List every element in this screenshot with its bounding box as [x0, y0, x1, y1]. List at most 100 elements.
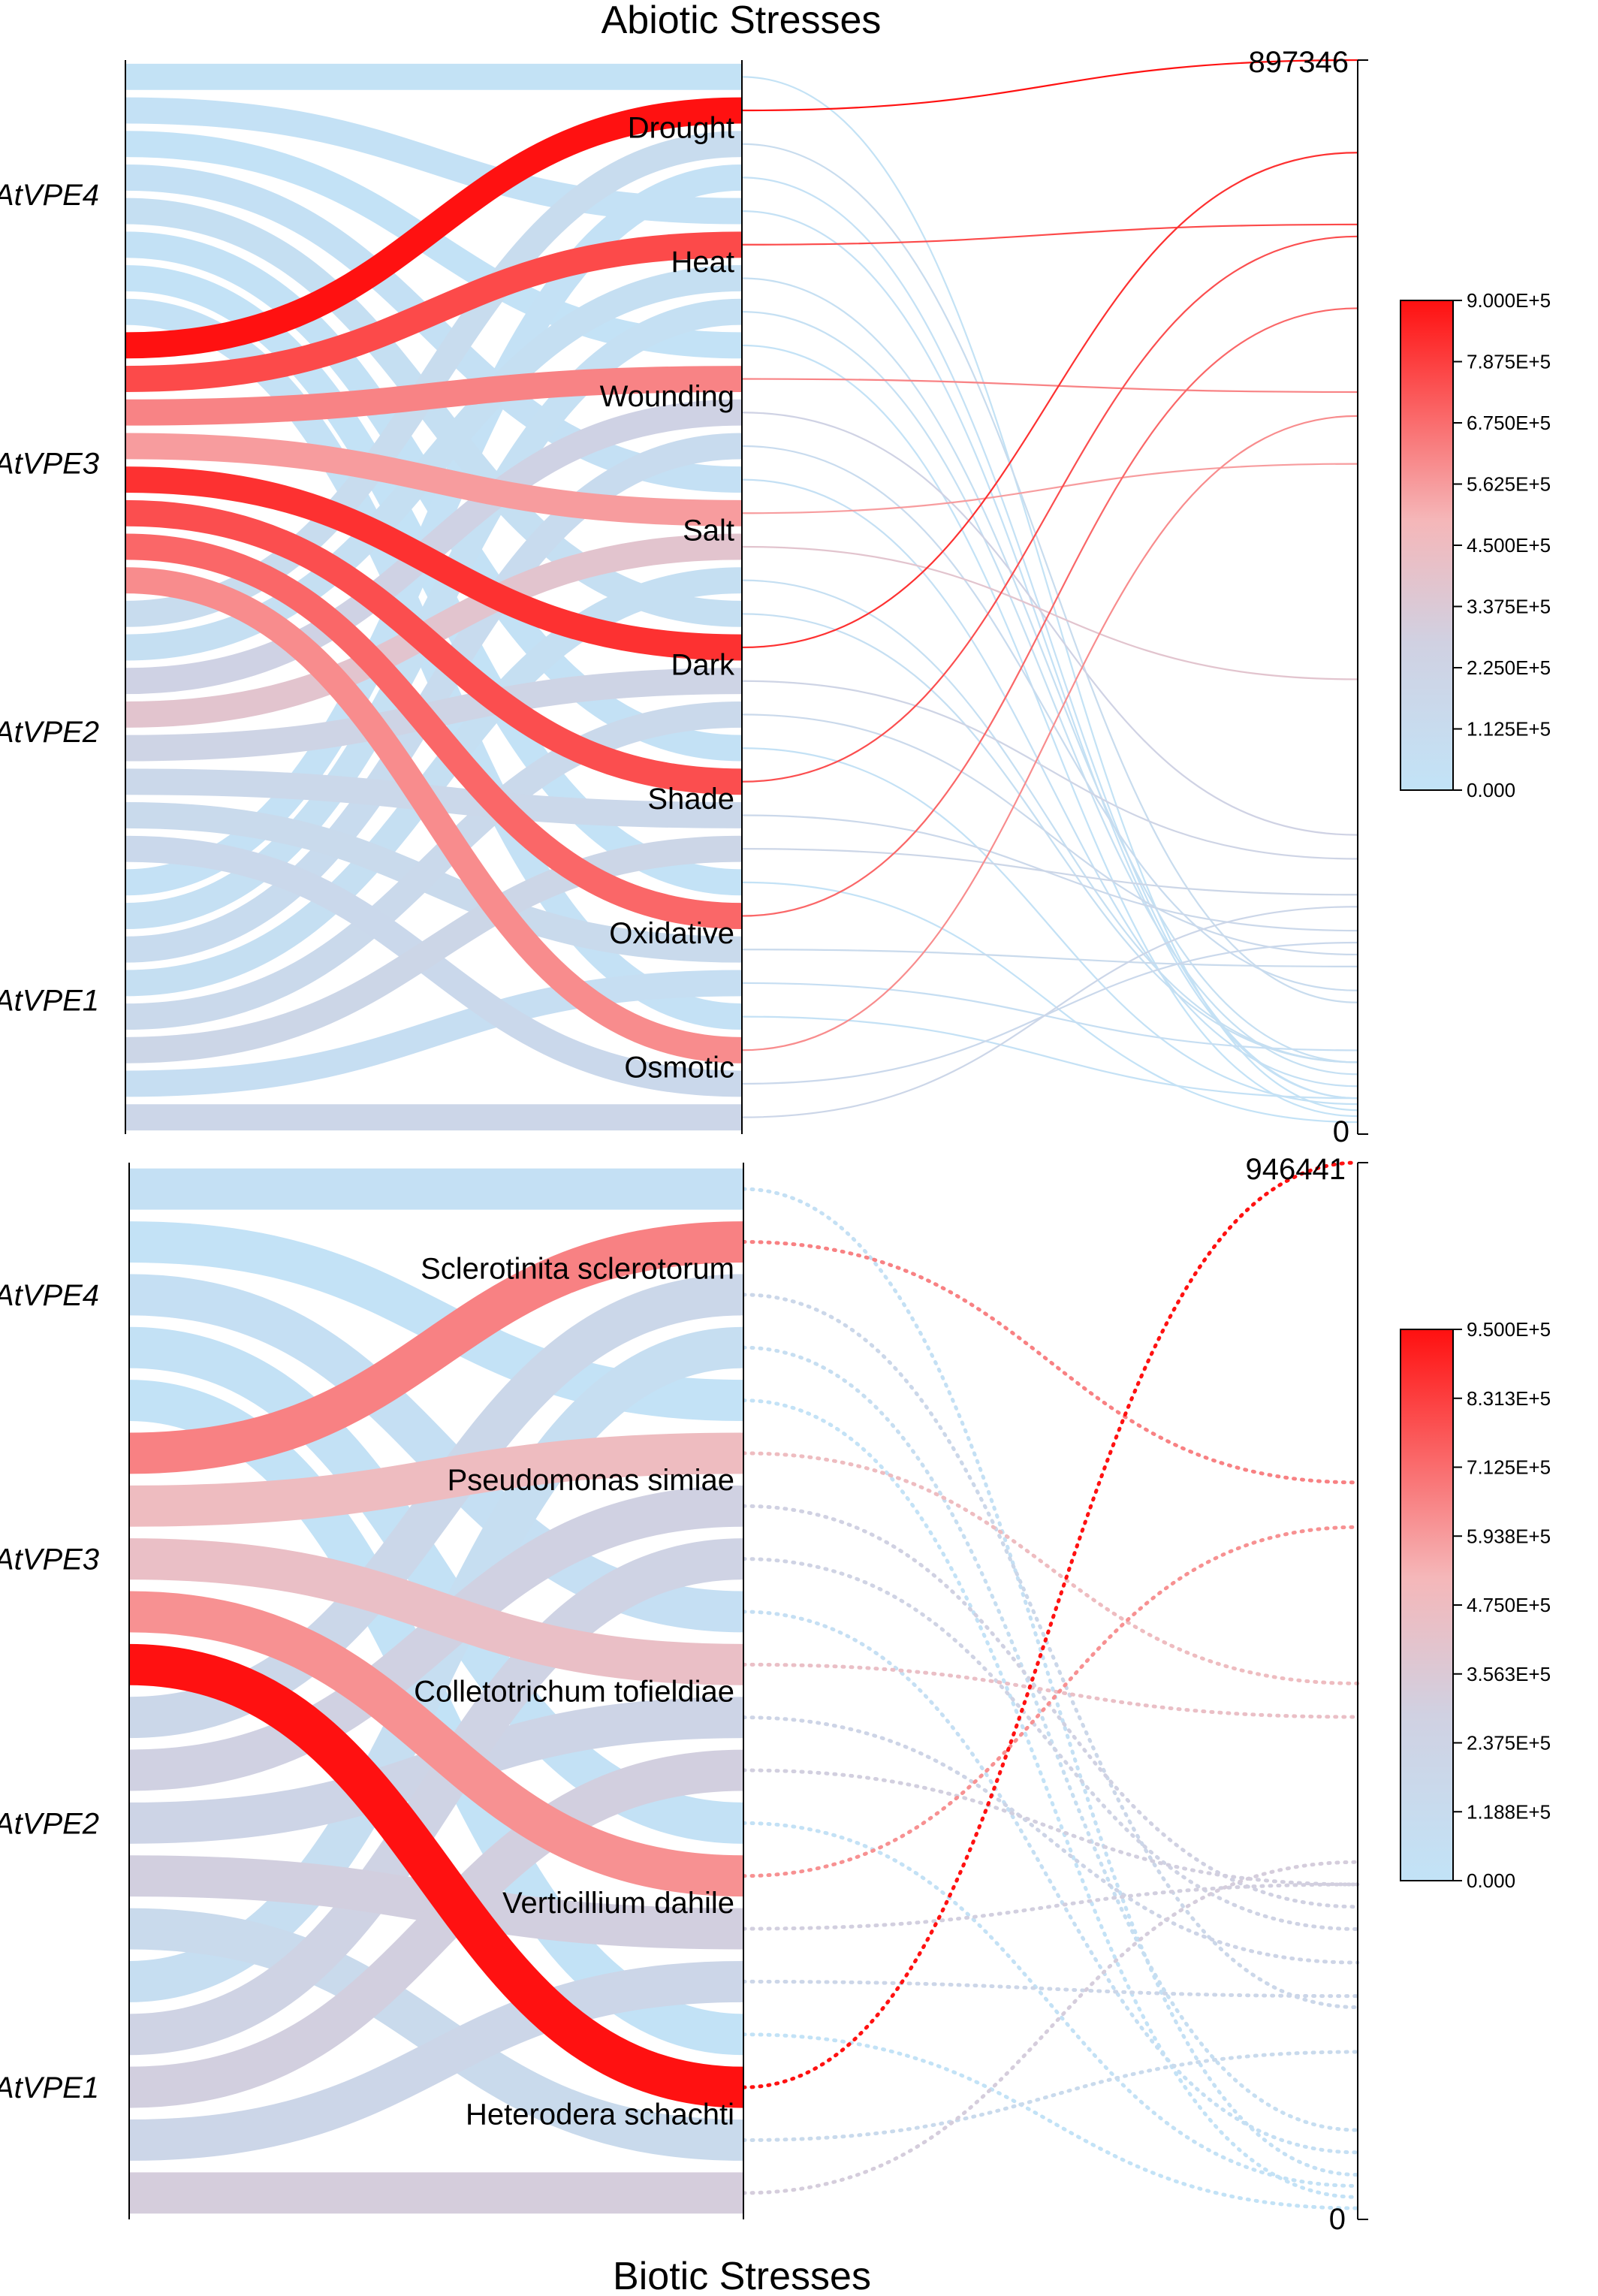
biotic-curve-atvpe4-heterodera-schachti — [741, 2032, 1360, 2210]
abiotic-curve-atvpe3-drought — [741, 59, 1358, 112]
abiotic-curve-atvpe3-shade — [741, 235, 1358, 783]
biotic-colorbar-tick-label: 1.188E+5 — [1467, 1800, 1551, 1823]
abiotic-category-label-oxidative: Oxidative — [609, 917, 734, 950]
biotic-category-label-colletotrichum-tofieldiae: Colletotrichum tofieldiae — [414, 1676, 734, 1709]
biotic-category-labels: Sclerotinita sclerotorum Pseudomonas simi… — [414, 1253, 734, 2132]
biotic-curve-atvpe4-verticillium-dahile — [741, 1821, 1360, 2188]
abiotic-ribbon-atvpe2-drought — [125, 131, 743, 627]
abiotic-gene-label-atvpe3: AtVPE3 — [0, 447, 99, 480]
abiotic-curve-atvpe1-dark — [741, 714, 1358, 956]
abiotic-colorbar-tick-label: 4.500E+5 — [1467, 534, 1551, 557]
biotic-category-label-heterodera-schachti: Heterodera schachti — [466, 2098, 734, 2131]
biotic-panel: 946441 0 AtVPE4 AtVPE3 AtVPE2 AtVPE1 Sclero… — [0, 1153, 1551, 2296]
biotic-axis-min-label: 0 — [1329, 2203, 1346, 2236]
abiotic-curve-atvpe2-heat — [741, 277, 1358, 1064]
biotic-ribbon-atvpe3-pseudomonas-simiae — [128, 1432, 744, 1527]
biotic-category-label-verticillium-dahile: Verticillium dahile — [502, 1887, 734, 1920]
abiotic-category-labels: Drought Heat Wounding Salt Dark Shade Oxidativ… — [600, 111, 735, 1084]
abiotic-curve-atvpe2-dark — [741, 680, 1358, 860]
abiotic-curve-atvpe3-salt — [741, 463, 1358, 514]
abiotic-curve-atvpe1-drought — [741, 176, 1358, 1100]
abiotic-curve-atvpe4-shade — [741, 747, 1358, 1106]
abiotic-curve-atvpe2-shade — [741, 814, 1358, 932]
abiotic-ribbon-atvpe3-salt — [125, 433, 743, 526]
abiotic-curve-atvpe2-osmotic — [741, 941, 1358, 1085]
biotic-gene-label-atvpe3: AtVPE3 — [0, 1543, 99, 1576]
abiotic-ribbon-atvpe1-dark — [125, 701, 743, 1030]
abiotic-curve-atvpe1-salt — [741, 579, 1358, 1064]
biotic-ribbon-atvpe3-sclerotinita-sclerotorum — [128, 1221, 744, 1474]
abiotic-curve-atvpe2-wounding — [741, 412, 1358, 836]
abiotic-panel: Abiotic Stresses 897346 0 AtVPE4AtVPE3At… — [0, 0, 1551, 1148]
abiotic-colorbar: 9.000E+5 7.875E+5 6.750E+5 5.625E+5 4.500E+5… — [1400, 289, 1551, 801]
biotic-gene-label-atvpe4: AtVPE4 — [0, 1279, 99, 1312]
abiotic-gene-label-atvpe2: AtVPE2 — [0, 716, 99, 749]
abiotic-colorbar-tick-label: 7.875E+5 — [1467, 351, 1551, 373]
abiotic-category-label-salt: Salt — [683, 514, 734, 548]
biotic-curve-atvpe1-pseudomonas-simiae — [741, 1557, 1360, 1931]
abiotic-curve-atvpe4-salt — [741, 478, 1358, 1088]
biotic-gene-labels: AtVPE4 AtVPE3 AtVPE2 AtVPE1 — [0, 1279, 99, 2104]
biotic-title: Biotic Stresses — [613, 2255, 871, 2296]
abiotic-category-label-heat: Heat — [671, 246, 735, 279]
biotic-colorbar-tick-label: 9.500E+5 — [1467, 1318, 1551, 1341]
biotic-colorbar-tick-label: 2.375E+5 — [1467, 1732, 1551, 1754]
biotic-curve-atvpe2-sclerotinita-sclerotorum — [741, 1293, 1360, 2010]
abiotic-colorbar-tick-label: 5.625E+5 — [1467, 473, 1551, 496]
biotic-ribbon-atvpe3-heterodera-schachti — [128, 1643, 744, 2108]
abiotic-colorbar-tick-label: 9.000E+5 — [1467, 289, 1551, 312]
biotic-ribbon-atvpe3-verticillium-dahile — [128, 1591, 744, 1897]
biotic-curve-atvpe1-sclerotinita-sclerotorum — [741, 1345, 1360, 2132]
abiotic-colorbar-tick-label: 0.000 — [1467, 779, 1515, 801]
biotic-colorbar: 9.500E+5 8.313E+5 7.125E+5 5.938E+5 4.750E+5… — [1400, 1318, 1551, 1892]
abiotic-axis-max-label: 897346 — [1249, 46, 1349, 79]
biotic-curve-atvpe3-colletotrichum-tofieldiae — [741, 1662, 1360, 1719]
biotic-colorbar-tick-label: 0.000 — [1467, 1869, 1515, 1892]
abiotic-ribbon-atvpe3-wounding — [125, 366, 743, 426]
abiotic-curve-atvpe3-dark — [741, 152, 1358, 649]
biotic-curve-atvpe3-verticillium-dahile — [741, 1525, 1360, 1878]
biotic-curve-atvpe2-heterodera-schachti — [741, 2050, 1360, 2142]
abiotic-curve-atvpe1-wounding — [741, 445, 1358, 991]
abiotic-category-label-wounding: Wounding — [600, 380, 734, 413]
biotic-curve-atvpe4-pseudomonas-simiae — [741, 1398, 1360, 2199]
biotic-curve-atvpe2-colletotrichum-tofieldiae — [741, 1715, 1360, 1965]
abiotic-ribbon-atvpe3-heat — [125, 231, 743, 392]
biotic-value-curves — [741, 1160, 1360, 2210]
biotic-curve-atvpe3-heterodera-schachti — [741, 1160, 1360, 2089]
abiotic-curve-atvpe3-wounding — [741, 378, 1358, 394]
abiotic-category-label-shade: Shade — [647, 783, 734, 816]
abiotic-value-curves — [741, 59, 1358, 1124]
biotic-ribbon-atvpe2-heterodera-schachti — [128, 1908, 744, 2161]
abiotic-ribbon-atvpe3-dark — [125, 466, 743, 661]
abiotic-ribbon-atvpe3-osmotic — [125, 567, 743, 1064]
biotic-colorbar-tick-label: 5.938E+5 — [1467, 1525, 1551, 1547]
abiotic-ribbon-atvpe4-shade — [125, 231, 743, 762]
abiotic-gene-label-atvpe4: AtVPE4 — [0, 179, 99, 212]
abiotic-title: Abiotic Stresses — [602, 0, 882, 42]
biotic-colorbar-tick-label: 3.563E+5 — [1467, 1663, 1551, 1685]
abiotic-curve-atvpe1-heat — [741, 311, 1358, 1076]
abiotic-curve-atvpe4-drought — [741, 76, 1358, 1112]
abiotic-curve-atvpe4-heat — [741, 210, 1358, 1100]
abiotic-category-label-drought: Drought — [628, 111, 734, 144]
abiotic-curve-atvpe2-drought — [741, 143, 1358, 1003]
biotic-gene-label-atvpe1: AtVPE1 — [0, 2071, 99, 2104]
abiotic-category-label-osmotic: Osmotic — [624, 1051, 734, 1085]
abiotic-ribbon-atvpe1-wounding — [125, 433, 743, 963]
biotic-ribbon-atvpe1-verticillium-dahile — [128, 1960, 744, 2161]
biotic-axis-max-label: 946441 — [1246, 1153, 1346, 1186]
biotic-curve-atvpe3-pseudomonas-simiae — [741, 1451, 1360, 1685]
abiotic-ribbon-atvpe4-oxidative — [125, 265, 743, 896]
abiotic-colorbar-tick-label: 2.250E+5 — [1467, 656, 1551, 679]
abiotic-ribbon-atvpe1-shade — [125, 835, 743, 1064]
biotic-ribbon-atvpe2-pseudomonas-simiae — [128, 1485, 744, 1791]
abiotic-curve-atvpe4-wounding — [741, 344, 1358, 1118]
biotic-curve-atvpe1-heterodera-schachti — [741, 1860, 1360, 2195]
biotic-colorbar-tick-label: 8.313E+5 — [1467, 1387, 1551, 1410]
biotic-gene-label-atvpe2: AtVPE2 — [0, 1807, 99, 1840]
abiotic-curve-atvpe1-shade — [741, 848, 1358, 896]
biotic-colorbar-tick-label: 7.125E+5 — [1467, 1456, 1551, 1479]
abiotic-ribbons — [125, 63, 743, 1131]
biotic-ribbon-atvpe1-pseudomonas-simiae — [128, 1538, 744, 2056]
